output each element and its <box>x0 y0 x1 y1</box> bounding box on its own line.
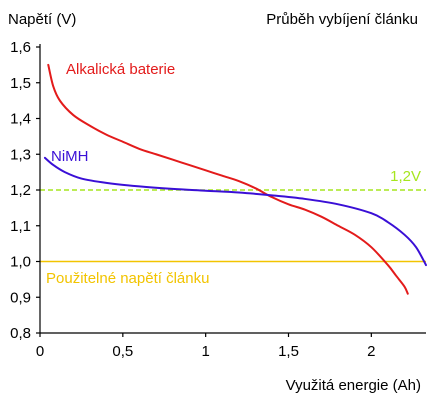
y-tick-label: 1,4 <box>10 111 31 128</box>
x-tick-label: 0 <box>36 343 44 360</box>
x-tick-label: 0,5 <box>112 343 133 360</box>
x-tick-label: 1 <box>201 343 209 360</box>
y-tick-label: 0,9 <box>10 289 31 306</box>
x-axis-title: Využitá energie (Ah) <box>286 377 421 394</box>
y-axis-title: Napětí (V) <box>8 11 76 28</box>
series-label: Alkalická baterie <box>66 61 175 78</box>
y-tick-label: 1,3 <box>10 146 31 163</box>
x-tick-label: 2 <box>367 343 375 360</box>
reference-lines <box>40 189 426 263</box>
y-tick-label: 1,6 <box>10 39 31 56</box>
series-labels: 1,2V Použitelné napětí článku Alkalická ba… <box>46 61 421 287</box>
series-line <box>43 156 427 267</box>
reference-line-label: Použitelné napětí článku <box>46 270 209 287</box>
chart-title: Průběh vybíjení článku <box>266 11 418 28</box>
series-label: NiMH <box>51 148 89 165</box>
y-tick-label: 0,8 <box>10 325 31 342</box>
series-lines <box>43 63 427 295</box>
y-tick-label: 1,2 <box>10 182 31 199</box>
y-tick-label: 1,5 <box>10 75 31 92</box>
x-tick-label: 1,5 <box>278 343 299 360</box>
axes: 0,8 0,9 1,0 1,1 1,2 1,3 1,4 1,5 1,6 0 0,5 1 1,5 2 <box>10 39 426 360</box>
series-line <box>47 63 409 295</box>
y-tick-label: 1,1 <box>10 218 31 235</box>
reference-line-label: 1,2V <box>390 168 421 185</box>
y-tick-label: 1,0 <box>10 254 31 271</box>
